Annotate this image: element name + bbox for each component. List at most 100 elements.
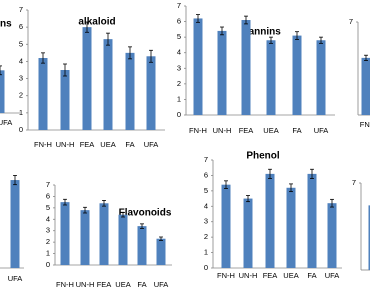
error-bar [63, 63, 67, 77]
x-tick-label: UN-H [213, 126, 232, 135]
x-tick-label: UFA [144, 140, 159, 149]
bar [146, 56, 156, 130]
error-bar [244, 15, 248, 25]
x-tick-label: FA [137, 280, 146, 289]
error-bar [83, 206, 87, 214]
error-bar [269, 36, 273, 44]
y-tick-label: 2 [177, 79, 181, 88]
chart-title: Flavonoids [119, 208, 172, 219]
y-tick-label: 6 [19, 22, 23, 31]
error-bar [268, 168, 272, 179]
x-tick-label: FEA [239, 126, 254, 135]
y-tick-label: 7 [352, 178, 356, 187]
y-tick-label: 5 [177, 32, 181, 41]
bar [266, 40, 276, 115]
bar [0, 70, 5, 113]
x-tick-label: UEA [263, 126, 278, 135]
bar [156, 238, 166, 265]
chart-title: ns [0, 19, 12, 30]
error-bar [310, 168, 314, 179]
x-tick-label: FA [292, 126, 301, 135]
bar [217, 30, 227, 116]
x-tick-label: UN-H [239, 271, 258, 280]
bar [241, 20, 251, 116]
x-tick-label: UN-H [76, 280, 95, 289]
bar [327, 203, 337, 268]
error-bar [220, 26, 224, 36]
error-bar [159, 236, 163, 241]
bar [316, 40, 326, 115]
bar [10, 180, 20, 268]
y-tick-label: 1 [177, 94, 181, 103]
y-tick-label: 6 [204, 170, 208, 179]
x-tick-label: FN-H [217, 271, 235, 280]
x-tick-label: UN-H [56, 140, 75, 149]
y-tick-label: 2 [204, 232, 208, 241]
error-bar [319, 36, 323, 44]
error-bar [295, 31, 299, 40]
x-tick-label: FN-H [56, 280, 74, 289]
y-tick-label: 3 [177, 63, 181, 72]
y-tick-label: 4 [177, 48, 181, 57]
bar [99, 203, 109, 265]
y-tick-label: 1 [46, 249, 50, 258]
error-bar [13, 175, 17, 186]
x-tick-label: FEA [80, 140, 95, 149]
x-tick-label: UEA [283, 271, 298, 280]
bar [60, 70, 70, 130]
y-tick-label: 0 [19, 125, 23, 134]
bar [193, 18, 203, 116]
bar [137, 226, 147, 265]
bar [292, 35, 302, 116]
y-tick-label: 0 [204, 263, 208, 272]
x-tick-label: FEA [263, 271, 278, 280]
error-bar [364, 54, 368, 61]
y-tick-label: 5 [19, 39, 23, 48]
error-bar [149, 49, 153, 63]
error-bar [224, 180, 228, 189]
x-tick-label: UFA [154, 280, 169, 289]
y-tick-label: 6 [177, 17, 181, 26]
x-tick-label: UEA [115, 280, 130, 289]
y-tick-label: 4 [46, 214, 50, 223]
y-tick-label: 0 [177, 110, 181, 119]
error-bar [196, 14, 200, 23]
y-tick-label: 2 [19, 91, 23, 100]
y-tick-label: 3 [19, 74, 23, 83]
y-tick-label: 7 [349, 17, 353, 26]
x-tick-label: FA [125, 140, 134, 149]
x-tick-label: UFA [325, 271, 340, 280]
error-bar [330, 198, 334, 208]
y-tick-label: 3 [46, 226, 50, 235]
x-tick-label: UFA [8, 274, 23, 283]
y-tick-label: 6 [46, 191, 50, 200]
bar [80, 210, 90, 265]
bar [125, 52, 135, 130]
chart-title: Phenol [246, 151, 280, 162]
y-tick-label: 4 [204, 201, 208, 210]
y-tick-label: 1 [19, 108, 23, 117]
y-tick-label: 3 [204, 217, 208, 226]
bar [221, 184, 231, 268]
error-bar [106, 32, 110, 46]
bar [243, 198, 253, 268]
error-bar [289, 183, 293, 193]
x-tick-label: FN- [360, 120, 370, 129]
bar [368, 205, 370, 270]
error-bar [246, 195, 250, 203]
x-tick-label: UEA [100, 140, 115, 149]
y-tick-label: 0 [46, 260, 50, 269]
error-bar [41, 52, 45, 64]
x-tick-label: UFA [0, 118, 12, 127]
error-bar [63, 198, 67, 206]
error-bar [85, 21, 89, 33]
bar [38, 58, 48, 130]
chart-title: Tannins [243, 27, 281, 38]
x-tick-label: FN-H [189, 126, 207, 135]
bar [361, 57, 370, 115]
error-bar [102, 200, 106, 207]
bar [286, 187, 296, 268]
y-tick-label: 7 [19, 5, 23, 14]
x-tick-label: FA [307, 271, 316, 280]
